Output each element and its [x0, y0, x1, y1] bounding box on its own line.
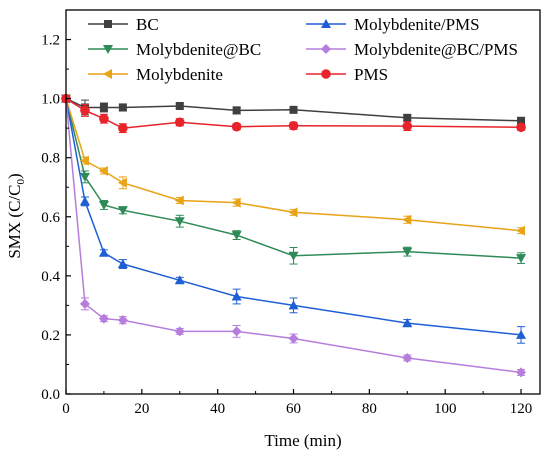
data-point-molybdenite-bc [79, 172, 90, 182]
y-axis-title: SMX (C/C0) [5, 173, 27, 258]
data-point-molybdenite-pms [174, 275, 185, 285]
y-tick-label: 0.2 [41, 328, 60, 344]
data-point-molybdenite-bc-pms [231, 326, 242, 337]
y-tick-label: 0.4 [41, 269, 60, 285]
data-point-molybdenite-pms [516, 329, 527, 339]
legend-marker [103, 69, 112, 79]
legend-item-molybdenite: Molybdenite [88, 65, 223, 84]
data-point-molybdenite-bc-pms [288, 333, 299, 344]
data-point-pms [99, 113, 109, 124]
legend-marker [321, 69, 331, 79]
data-point-pms [402, 121, 413, 131]
data-point-molybdenite-bc-pms [117, 315, 128, 326]
series-molybdenite [61, 93, 526, 236]
data-point-molybdenite [516, 225, 526, 236]
data-point-molybdenite-bc-pms [98, 313, 109, 324]
data-point-molybdenite-bc [516, 254, 527, 264]
data-point-bc [99, 103, 108, 112]
data-point-pms [80, 105, 90, 116]
legend-item-bc: BC [88, 15, 159, 34]
x-tick-label: 100 [434, 401, 457, 417]
data-point-bc [289, 105, 298, 114]
x-tick-label: 60 [286, 401, 301, 417]
data-point-molybdenite-bc [98, 200, 109, 210]
y-tick-label: 0.8 [41, 151, 60, 167]
data-point-molybdenite [288, 207, 298, 218]
data-point-molybdenite-bc-pms [79, 298, 90, 309]
legend-item-pms: PMS [306, 65, 388, 84]
data-point-molybdenite-pms [79, 196, 90, 206]
data-point-molybdenite-pms [402, 318, 413, 328]
data-point-pms [231, 121, 242, 132]
data-point-molybdenite [79, 155, 89, 166]
legend-item-molybdenite-bc-pms: Molybdenite@BC/PMS [306, 40, 518, 59]
axes-layer: 0 20 40 60 80 100 120 0.0 0.2 0.4 0.6 0.8 1.0 1.2 [41, 9, 541, 417]
legend-marker [321, 44, 331, 54]
y-tick-label: 0.0 [41, 387, 60, 403]
data-point-pms [288, 120, 299, 131]
series-pms [61, 93, 526, 134]
data-point-pms [174, 117, 185, 128]
data-point-molybdenite-pms [288, 300, 299, 310]
data-point-molybdenite-bc [402, 247, 413, 257]
data-point-molybdenite [174, 195, 184, 206]
x-axis-title: Time (min) [264, 431, 341, 450]
data-point-molybdenite-pms [98, 247, 109, 257]
data-point-molybdenite-bc-pms [174, 326, 185, 337]
x-tick-label: 80 [362, 401, 377, 417]
y-tick-label: 1.0 [41, 92, 60, 108]
legend-marker [103, 45, 113, 54]
x-tick-label: 120 [510, 401, 533, 417]
legend-item-molybdenite-bc: Molybdenite@BC [88, 40, 261, 59]
series-line-molybdenite-bc-pms [65, 98, 522, 374]
legend-label: Molybdenite [136, 65, 223, 84]
data-point-molybdenite-bc [174, 217, 185, 227]
data-point-bc [403, 113, 412, 122]
data-point-molybdenite [98, 165, 108, 176]
legend-label: Molybdenite/PMS [354, 15, 480, 34]
legend-label: Molybdenite@BC [136, 40, 261, 59]
y-axis-title-subscript: 0 [15, 179, 27, 185]
data-point-molybdenite-pms [117, 259, 128, 269]
x-tick-label: 20 [134, 401, 149, 417]
data-point-molybdenite-bc [117, 206, 128, 216]
data-point-molybdenite-bc-pms [402, 352, 413, 363]
series-molybdenite-bc-pms [61, 93, 527, 378]
y-axis-title-main: SMX (C/C [5, 185, 24, 259]
y-tick-label: 0.6 [41, 210, 60, 226]
y-tick-label: 1.2 [41, 33, 60, 49]
data-point-molybdenite-bc-pms [516, 367, 527, 378]
legend: BC Molybdenite/PMS Molybdenite@BC Molybdeni… [88, 15, 518, 84]
data-point-bc [175, 102, 184, 110]
data-point-pms [118, 123, 128, 133]
data-point-bc [232, 106, 241, 115]
plot-frame [65, 9, 541, 395]
series-bc [62, 94, 526, 125]
y-axis-title-close: ) [5, 173, 24, 179]
legend-label: PMS [354, 65, 388, 84]
data-point-molybdenite-bc [231, 231, 242, 241]
x-tick-label: 0 [62, 401, 70, 417]
data-point-molybdenite [402, 214, 412, 225]
x-tick-label: 40 [210, 401, 225, 417]
data-point-molybdenite [231, 197, 241, 208]
data-point-bc [118, 103, 127, 112]
legend-label: Molybdenite@BC/PMS [354, 40, 518, 59]
legend-label: BC [136, 15, 159, 34]
data-point-molybdenite [117, 177, 127, 188]
legend-marker [104, 20, 112, 28]
data-point-bc [517, 116, 526, 125]
series-molybdenite-bc [61, 94, 527, 265]
series-molybdenite-pms [61, 93, 527, 344]
data-point-molybdenite-bc [288, 251, 299, 261]
legend-item-molybdenite-pms: Molybdenite/PMS [306, 15, 480, 34]
data-point-molybdenite-pms [231, 291, 242, 301]
series-layer [61, 93, 527, 378]
legend-marker [321, 19, 331, 28]
data-point-pms [516, 122, 526, 133]
